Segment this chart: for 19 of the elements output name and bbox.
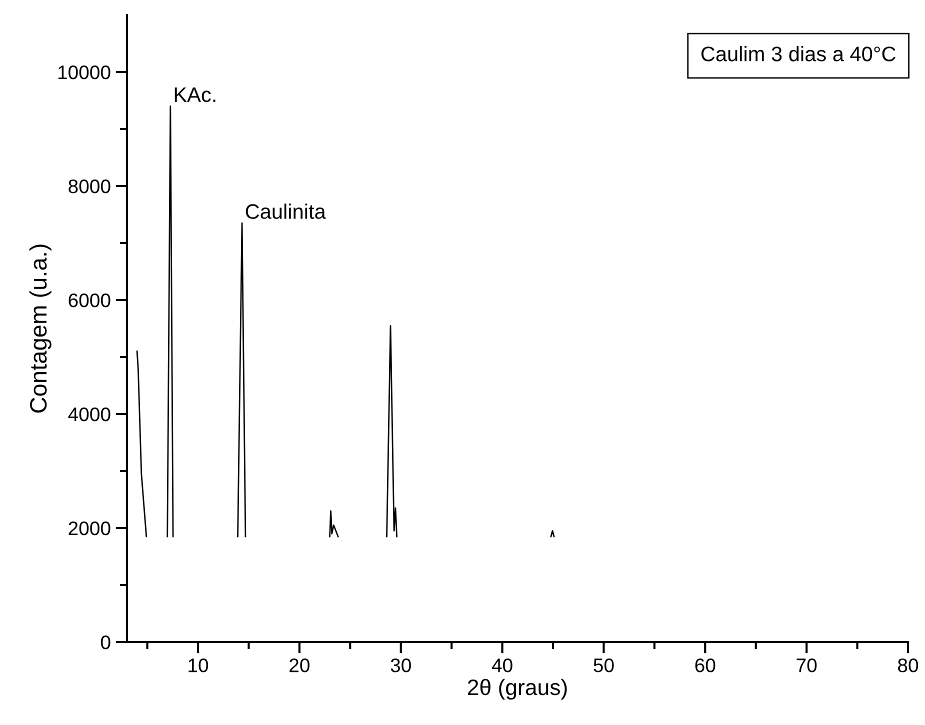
annotation: Caulim 3 dias a 40°C <box>701 46 896 62</box>
x-tick-label: 20 <box>290 658 310 672</box>
y-tick-label: 4000 <box>68 407 110 422</box>
y-tick-label: 6000 <box>68 293 110 308</box>
x-tick-label: 80 <box>898 658 918 672</box>
x-tick-label: 70 <box>796 658 817 672</box>
y-tick-label: 0 <box>100 635 110 650</box>
x-tick-label: 60 <box>695 658 716 672</box>
y-tick-label: 10000 <box>58 65 110 80</box>
x-tick-label: 10 <box>188 658 208 672</box>
y-tick-label: 2000 <box>68 521 110 536</box>
y-tick-label: 8000 <box>68 179 110 194</box>
y-axis-title: Contagem (u.a.) <box>29 244 52 413</box>
x-tick-label: 50 <box>594 658 614 672</box>
x-tick-label: 40 <box>492 658 512 672</box>
annotation: KAc. <box>174 88 216 102</box>
annotation: Caulinita <box>246 204 326 219</box>
x-axis-title: 2θ (graus) <box>468 678 567 700</box>
x-tick-label: 30 <box>390 658 411 672</box>
